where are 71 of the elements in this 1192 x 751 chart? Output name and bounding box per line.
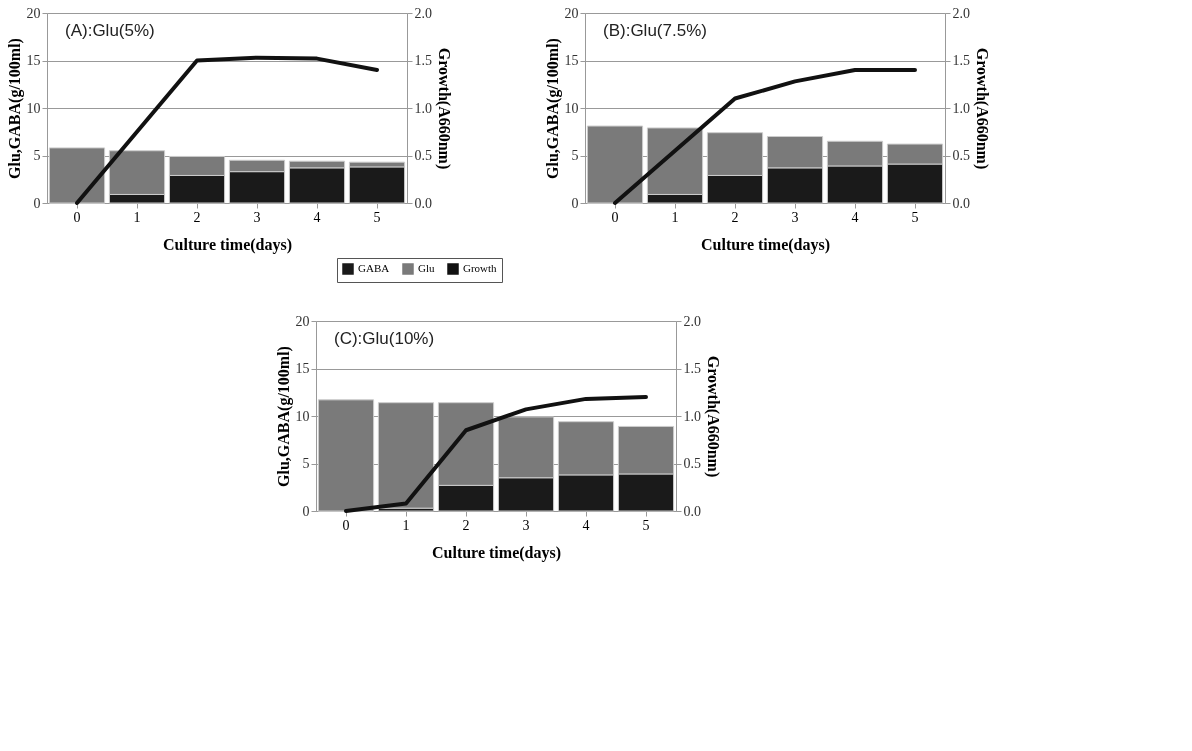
y2-tick-label: 0.5	[414, 148, 432, 163]
x-tick-label: 2	[731, 209, 739, 225]
x-tick-label: 2	[462, 517, 470, 533]
y-axis-title: Glu,GABA(g/100ml)	[274, 346, 293, 487]
y2-tick-label: 0.0	[952, 195, 970, 211]
x-tick-label: 5	[642, 517, 650, 533]
y2-tick-label: 1.0	[683, 408, 701, 424]
x-tick-label: 1	[133, 209, 141, 225]
y2-tick-label: 1.0	[952, 100, 970, 116]
y2-axis-title: Growth(A660nm)	[973, 47, 991, 170]
x-tick-label: 4	[851, 209, 859, 225]
y2-tick-label: 1.5	[952, 53, 970, 68]
x-tick-label: 1	[671, 209, 679, 225]
x-tick-label: 0	[342, 517, 350, 533]
y-tick-label: 20	[564, 5, 579, 21]
x-tick-label: 1	[402, 517, 410, 533]
line-series	[344, 395, 648, 513]
x-tick-label: 5	[911, 209, 919, 225]
bar	[348, 166, 406, 204]
x-tick-label: 4	[313, 209, 321, 225]
y2-tick-label: 1.5	[683, 361, 701, 376]
y-tick-label: 15	[564, 53, 579, 68]
y2-tick-label: 0.0	[414, 195, 432, 211]
y-tick-label: 20	[295, 313, 310, 329]
x-tick-label: 2	[193, 209, 201, 225]
bar	[317, 399, 375, 512]
y-tick-label: 10	[564, 100, 579, 116]
legend-label: GABA	[358, 262, 390, 274]
legend-label: Glu	[418, 262, 435, 274]
y2-tick-label: 1.5	[414, 53, 432, 68]
y-tick-label: 0	[302, 503, 310, 519]
line-series	[613, 68, 917, 205]
y2-tick-label: 0.5	[952, 148, 970, 163]
chart-title: (C):Glu(10%)	[334, 329, 435, 348]
y-tick-label: 20	[26, 5, 41, 21]
bar	[48, 147, 106, 204]
y-tick-label: 10	[26, 100, 41, 116]
y-tick-label: 0	[571, 195, 579, 211]
y2-tick-label: 0.0	[683, 503, 701, 519]
y2-tick-label: 2.0	[414, 5, 432, 21]
y-tick-label: 5	[33, 148, 41, 163]
x-tick-label: 3	[791, 209, 799, 225]
y-tick-label: 15	[26, 53, 41, 68]
y-tick-label: 15	[295, 361, 310, 376]
y2-tick-label: 0.5	[683, 456, 701, 471]
x-axis-title: Culture time(days)	[700, 235, 831, 254]
y-axis-title: Glu,GABA(g/100ml)	[543, 38, 562, 179]
bar	[377, 402, 435, 509]
y2-axis-title: Growth(A660nm)	[704, 355, 722, 478]
y-tick-label: 0	[33, 195, 41, 211]
y2-tick-label: 2.0	[683, 313, 701, 329]
chart-title: (A):Glu(5%)	[65, 21, 155, 40]
bar	[586, 125, 644, 204]
x-tick-label: 0	[611, 209, 619, 225]
y2-tick-label: 2.0	[952, 5, 970, 21]
x-axis-title: Culture time(days)	[431, 543, 562, 562]
legend-label: Growth	[463, 262, 498, 274]
x-tick-label: 4	[582, 517, 590, 533]
x-tick-label: 3	[522, 517, 530, 533]
x-axis-title: Culture time(days)	[162, 235, 293, 254]
x-tick-label: 5	[373, 209, 381, 225]
y-axis-title: Glu,GABA(g/100ml)	[5, 38, 24, 179]
y-tick-label: 5	[302, 456, 310, 471]
y-tick-label: 10	[295, 408, 310, 424]
chart-title: (B):Glu(7.5%)	[603, 21, 707, 40]
y-tick-label: 5	[571, 148, 579, 163]
x-tick-label: 3	[253, 209, 261, 225]
y2-axis-title: Growth(A660nm)	[435, 47, 453, 170]
x-tick-label: 0	[73, 209, 81, 225]
line-series	[75, 55, 379, 205]
y2-tick-label: 1.0	[414, 100, 432, 116]
